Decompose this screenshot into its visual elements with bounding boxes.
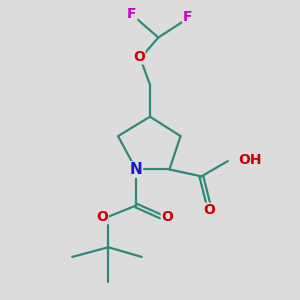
- Text: O: O: [161, 210, 173, 224]
- Text: O: O: [203, 203, 215, 217]
- Text: OH: OH: [238, 153, 262, 167]
- Text: O: O: [96, 210, 108, 224]
- Text: O: O: [133, 50, 145, 64]
- Text: N: N: [130, 162, 142, 177]
- Text: F: F: [127, 8, 137, 21]
- Text: F: F: [183, 10, 192, 24]
